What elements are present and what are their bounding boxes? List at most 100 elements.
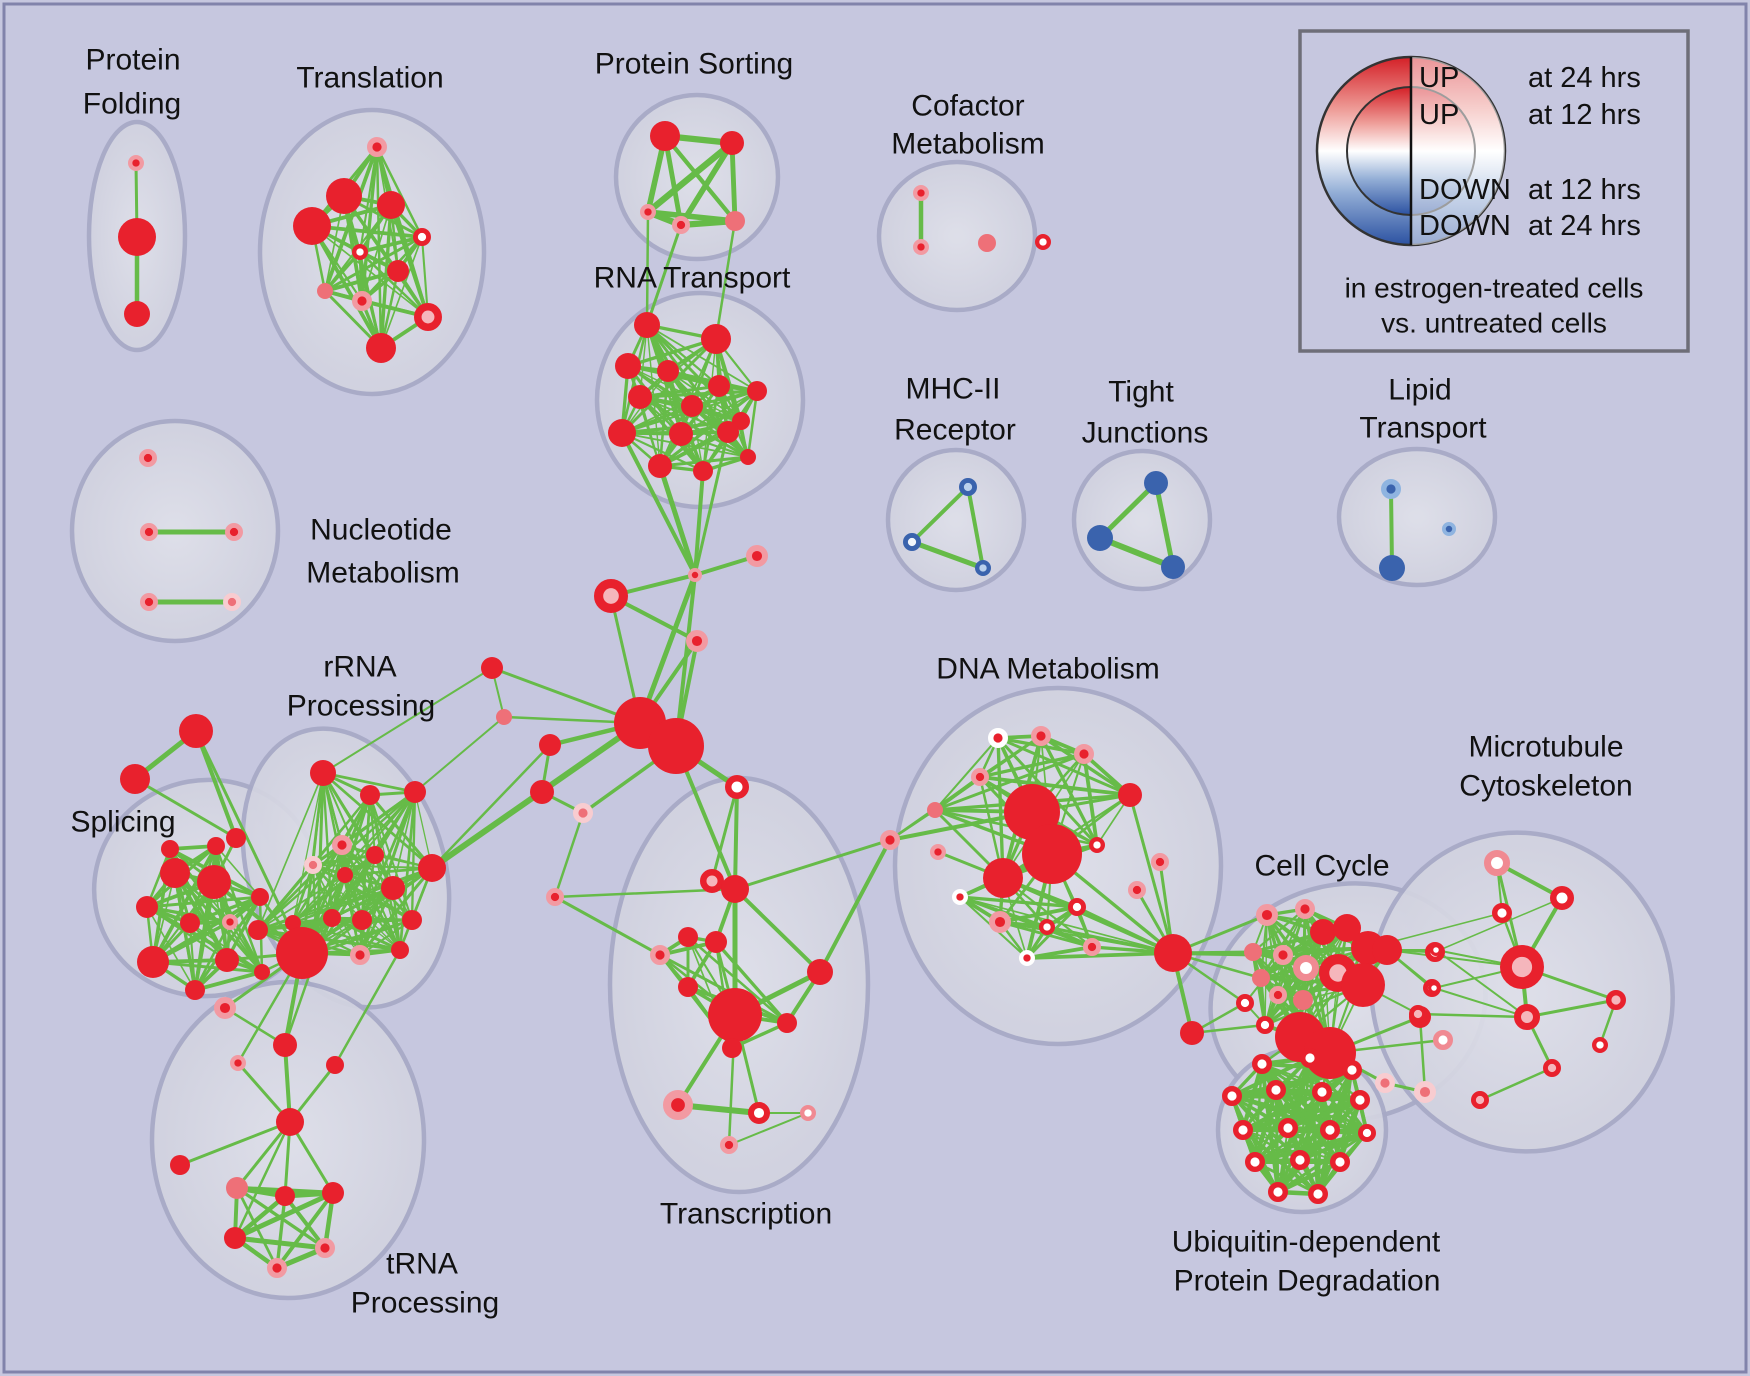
network-edge	[323, 250, 362, 293]
node-ch4	[685, 629, 708, 652]
node-nm2	[139, 522, 158, 541]
network-edge	[358, 866, 434, 957]
cluster-protein-folding-label-line2: Folding	[83, 88, 181, 121]
cluster-tight-junctions-label-line2: Junctions	[1082, 417, 1209, 450]
node-r15	[276, 927, 328, 979]
network-edge	[358, 235, 424, 254]
node-c4	[1333, 914, 1361, 942]
node-cm1	[912, 185, 929, 202]
node-u3	[1341, 1059, 1362, 1080]
node-mt6	[1427, 981, 1440, 994]
node-m1b	[496, 709, 512, 725]
node-ch1	[688, 568, 703, 583]
network-edge	[1286, 1098, 1362, 1130]
network-edge	[358, 918, 414, 957]
network-edge	[620, 431, 697, 577]
network-edge	[1386, 949, 1523, 968]
network-edge	[626, 337, 718, 368]
node-r8	[381, 876, 405, 900]
node-u13	[1289, 1149, 1310, 1170]
network-edge	[818, 838, 892, 974]
node-m5	[545, 887, 564, 906]
network-edge	[996, 736, 1132, 797]
node-ps1	[650, 121, 680, 151]
cluster-mhc-ii-receptor-label-line2: Receptor	[894, 414, 1016, 447]
network-edge	[693, 430, 730, 577]
node-ps5	[725, 211, 745, 231]
node-sp12	[254, 964, 270, 980]
node-d4	[1073, 744, 1094, 765]
node-c6	[1244, 943, 1262, 961]
network-edge	[733, 887, 822, 974]
cluster-mhc-ii-receptor-label-line1: MHC-II	[906, 373, 1001, 406]
node-sp4	[197, 865, 231, 899]
node-d5	[1118, 783, 1142, 807]
network-edge	[662, 133, 684, 228]
node-ch3	[594, 579, 629, 614]
network-edge	[637, 572, 698, 726]
node-d3	[1030, 726, 1051, 747]
node-u12	[1244, 1151, 1265, 1172]
network-edge	[194, 729, 238, 840]
network-edge	[729, 140, 738, 224]
network-edge	[291, 843, 344, 925]
node-pf2	[118, 218, 156, 256]
node-t2	[326, 178, 362, 214]
node-mt9	[1605, 990, 1626, 1011]
legend-faded-right-half	[1411, 57, 1505, 245]
node-d0	[880, 830, 901, 851]
network-edge	[1434, 897, 1563, 953]
node-c17	[1293, 990, 1313, 1010]
cluster-splicing-label: Splicing	[70, 806, 175, 839]
network-edge	[375, 145, 424, 239]
cluster-nucleotide-metabolism-label-line1: Nucleotide	[310, 514, 452, 547]
cluster-rrna-processing-label-line1: rRNA	[323, 651, 396, 684]
network-edge	[645, 223, 683, 327]
node-r4	[332, 835, 353, 856]
cluster-lipid-transport-ellipse	[1336, 446, 1498, 588]
node-rt2	[701, 324, 731, 354]
cluster-rna-transport-label: RNA Transport	[594, 262, 791, 295]
node-d14	[951, 888, 968, 905]
network-edge	[1525, 998, 1618, 1019]
network-edge	[966, 485, 985, 570]
node-tc12	[662, 1090, 693, 1121]
network-edge	[275, 1194, 287, 1270]
node-mh3	[974, 559, 991, 576]
network-edge	[232, 1235, 328, 1251]
node-d21	[1154, 934, 1192, 972]
network-edge	[638, 389, 759, 399]
node-r2	[360, 785, 380, 805]
network-edge	[1240, 1097, 1363, 1133]
node-lp2	[1379, 555, 1405, 581]
network-edge	[193, 970, 264, 992]
network-edge	[746, 389, 759, 459]
node-tp7	[226, 1177, 248, 1199]
network-edge	[291, 863, 315, 925]
node-rt4	[657, 360, 679, 382]
cluster-transcription-label: Transcription	[660, 1198, 832, 1231]
network-edge	[311, 225, 429, 318]
network-edge	[232, 1190, 336, 1241]
node-tp6	[170, 1155, 190, 1175]
network-edge	[998, 905, 1079, 924]
network-edge	[490, 666, 642, 725]
node-tp9	[322, 1182, 344, 1204]
node-d15	[988, 910, 1011, 933]
node-nm4	[139, 592, 158, 611]
network-edge	[959, 896, 1174, 954]
legend: UP at 24 hrs UP at 12 hrs DOWN at 12 hrs DOWN a…	[1298, 29, 1690, 353]
node-mt11	[1592, 1037, 1609, 1054]
cluster-protein-folding-label-line1: Protein	[85, 44, 180, 77]
node-m3	[530, 780, 554, 804]
node-mt2	[1549, 885, 1574, 910]
node-mt8	[1514, 1004, 1541, 1031]
node-tc5	[650, 945, 671, 966]
cluster-microtubule-cytoskeleton-label-line1: Microtubule	[1468, 731, 1623, 764]
network-edge	[292, 772, 324, 924]
node-r13	[285, 915, 301, 931]
network-edge	[733, 838, 892, 891]
network-edge	[553, 895, 662, 957]
node-d2	[988, 728, 1009, 749]
legend-caption-line2: vs. untreated cells	[1381, 308, 1607, 339]
